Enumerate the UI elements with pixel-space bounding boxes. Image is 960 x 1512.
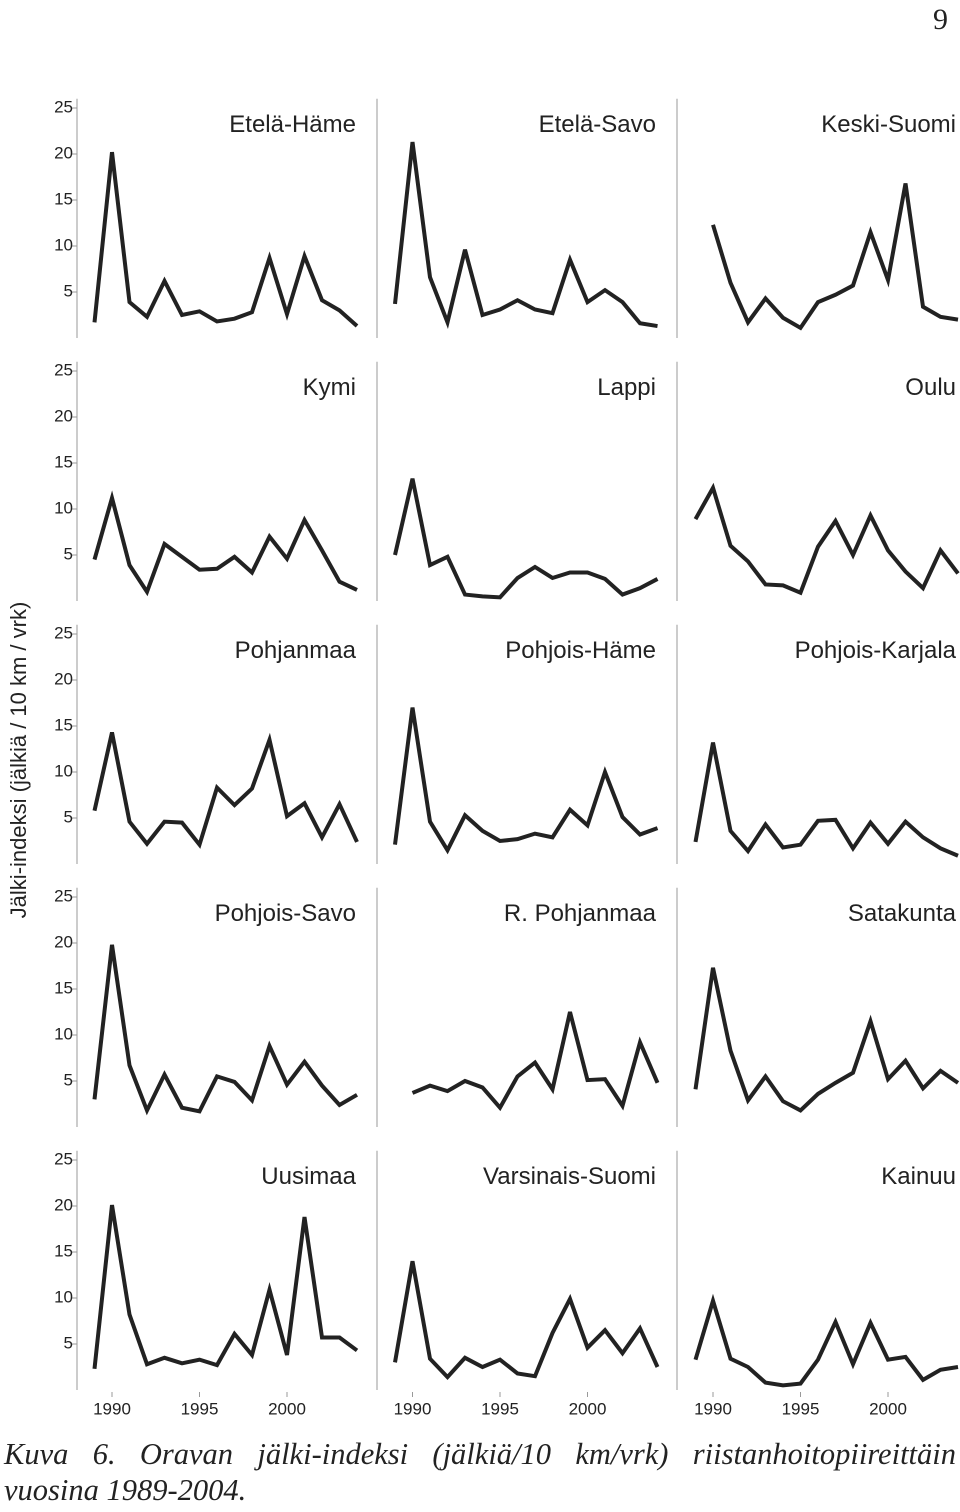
y-tick-label: 5 <box>64 807 73 826</box>
panel-title: R. Pohjanmaa <box>504 900 657 927</box>
y-tick-label: 10 <box>54 1024 73 1043</box>
y-tick-label: 20 <box>54 406 73 425</box>
y-tick-label: 25 <box>54 886 73 905</box>
panel-title: Satakunta <box>848 900 957 927</box>
y-tick-label: 10 <box>54 761 73 780</box>
data-line <box>92 944 359 1116</box>
y-tick-label: 20 <box>54 932 73 951</box>
y-tick-label: 5 <box>64 544 73 563</box>
data-line <box>393 478 659 600</box>
data-line <box>92 151 359 328</box>
panel-title: Pohjois-Häme <box>505 637 656 664</box>
panel-title: Lappi <box>597 374 656 401</box>
data-line <box>92 732 359 849</box>
x-tick-label: 2000 <box>268 1399 306 1418</box>
panel-title: Oulu <box>905 374 956 401</box>
data-line <box>693 742 959 858</box>
y-tick-label: 10 <box>54 498 73 517</box>
y-tick-label: 25 <box>54 623 73 642</box>
x-tick-label: 1990 <box>694 1399 732 1418</box>
data-line <box>711 183 959 331</box>
data-line <box>92 490 358 597</box>
y-tick-label: 5 <box>64 1070 73 1089</box>
y-tick-label: 25 <box>54 97 73 116</box>
panel-title: Pohjois-Karjala <box>795 637 957 664</box>
x-tick-label: 2000 <box>569 1399 607 1418</box>
x-tick-label: 1995 <box>782 1399 820 1418</box>
y-tick-label: 20 <box>54 143 73 162</box>
y-tick-label: 5 <box>64 1333 73 1352</box>
data-line <box>393 141 658 330</box>
panel-title: Kainuu <box>881 1163 956 1190</box>
panel-title: Pohjois-Savo <box>215 900 356 927</box>
y-tick-label: 15 <box>54 452 73 471</box>
page-number: 9 <box>933 3 948 36</box>
x-tick-label: 1990 <box>93 1399 131 1418</box>
y-axis-label: Jälki-indeksi (jälkiä / 10 km / vrk) <box>6 602 31 919</box>
panel-title: Pohjanmaa <box>235 637 357 664</box>
y-tick-label: 5 <box>64 281 73 300</box>
caption: Kuva 6. Oravan jälki-indeksi (jälkiä/10 … <box>4 1437 956 1507</box>
data-line <box>693 482 960 596</box>
data-line <box>393 1260 660 1381</box>
panel-title: Etelä-Häme <box>229 111 356 138</box>
x-tick-label: 1990 <box>394 1399 432 1418</box>
y-tick-label: 20 <box>54 1195 73 1214</box>
y-tick-label: 15 <box>54 189 73 208</box>
y-tick-label: 15 <box>54 1241 73 1260</box>
panel-title: Kymi <box>303 374 356 401</box>
panel-title: Keski-Suomi <box>821 111 956 138</box>
x-tick-label: 2000 <box>869 1399 907 1418</box>
data-line <box>92 1204 359 1370</box>
y-tick-label: 10 <box>54 1287 73 1306</box>
y-tick-label: 25 <box>54 1149 73 1168</box>
data-line <box>693 1293 959 1388</box>
panel-title: Uusimaa <box>261 1163 356 1190</box>
y-tick-label: 25 <box>54 360 73 379</box>
y-tick-label: 15 <box>54 715 73 734</box>
x-tick-label: 1995 <box>181 1399 219 1418</box>
data-line <box>393 707 659 855</box>
y-tick-label: 10 <box>54 235 73 254</box>
y-tick-label: 20 <box>54 669 73 688</box>
chart-grid: 9 Jälki-indeksi (jälkiä / 10 km / vrk) 5… <box>6 3 960 1418</box>
panel-title: Etelä-Savo <box>539 111 656 138</box>
data-line <box>411 1011 660 1112</box>
panel-title: Varsinais-Suomi <box>483 1163 656 1190</box>
data-line <box>693 967 960 1113</box>
y-tick-label: 15 <box>54 978 73 997</box>
x-tick-label: 1995 <box>481 1399 519 1418</box>
